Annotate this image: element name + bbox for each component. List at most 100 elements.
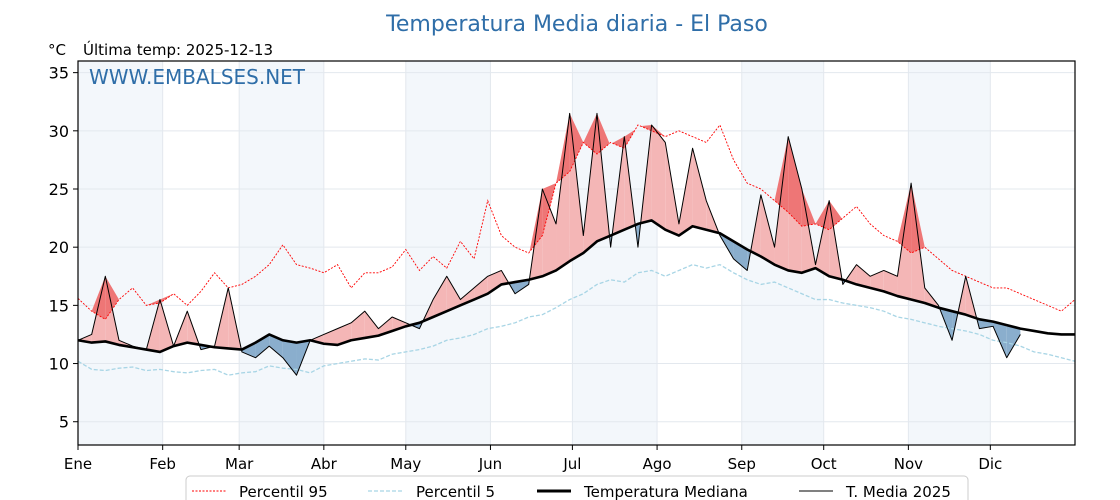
point-percentil-95-47 <box>719 124 720 125</box>
point-temperatura-mediana-26 <box>432 316 433 317</box>
point-t-media-2025-69 <box>1020 334 1021 335</box>
point-temperatura-mediana-59 <box>883 291 884 292</box>
above-p95-fill-33-1 <box>529 189 543 253</box>
point-percentil-5-5 <box>146 370 147 371</box>
point-percentil-95-27 <box>446 268 447 269</box>
point-t-media-2025-5 <box>146 349 147 350</box>
point-temperatura-mediana-66 <box>979 319 980 320</box>
point-t-media-2025-23 <box>392 316 393 317</box>
point-percentil-5-59 <box>883 311 884 312</box>
point-t-media-2025-43 <box>665 142 666 143</box>
point-percentil-5-25 <box>419 349 420 350</box>
point-percentil-5-60 <box>897 316 898 317</box>
above-median-fill-27-0 <box>446 276 461 312</box>
above-p95-fill-61-0 <box>911 183 925 253</box>
point-percentil-95-67 <box>992 287 993 288</box>
point-percentil-5-28 <box>460 337 461 338</box>
above-median-fill-42-0 <box>651 125 666 230</box>
point-percentil-5-35 <box>555 307 556 308</box>
point-temperatura-mediana-21 <box>364 337 365 338</box>
point-t-media-2025-28 <box>460 299 461 300</box>
ytick-label-25: 25 <box>49 180 69 199</box>
point-percentil-5-13 <box>255 371 256 372</box>
point-t-media-2025-19 <box>337 328 338 329</box>
point-temperatura-mediana-52 <box>788 270 789 271</box>
anomaly-fills <box>78 113 1021 376</box>
point-temperatura-mediana-9 <box>200 344 201 345</box>
point-temperatura-mediana-33 <box>528 279 529 280</box>
point-temperatura-mediana-50 <box>760 256 761 257</box>
point-percentil-5-18 <box>323 365 324 366</box>
point-percentil-5-67 <box>992 340 993 341</box>
point-t-media-2025-36 <box>569 113 570 114</box>
point-temperatura-mediana-2 <box>105 341 106 342</box>
point-t-media-2025-40 <box>624 136 625 137</box>
point-temperatura-mediana-28 <box>460 305 461 306</box>
point-percentil-95-4 <box>132 287 133 288</box>
point-temperatura-mediana-1 <box>91 342 92 343</box>
legend-p5-label: Percentil 5 <box>416 483 495 500</box>
above-median-fill-23-0 <box>392 317 406 331</box>
point-t-media-2025-38 <box>596 113 597 114</box>
legend-box <box>185 475 969 500</box>
xtick-label-nov: Nov <box>894 455 923 473</box>
point-t-media-2025-6 <box>159 299 160 300</box>
point-percentil-95-14 <box>269 264 270 265</box>
point-percentil-5-52 <box>788 287 789 288</box>
point-percentil-5-72 <box>1061 357 1062 358</box>
point-t-media-2025-21 <box>364 311 365 312</box>
xtick-label-feb: Feb <box>149 455 176 473</box>
point-percentil-95-42 <box>651 130 652 131</box>
below-median-fill-14-0 <box>269 334 283 358</box>
legend-median-label: Temperatura Mediana <box>583 483 748 500</box>
point-t-media-2025-53 <box>801 188 802 189</box>
point-t-media-2025-46 <box>706 200 707 201</box>
above-median-fill-20-0 <box>351 311 365 341</box>
point-t-media-2025-54 <box>815 264 816 265</box>
point-t-media-2025-33 <box>528 284 529 285</box>
series-percentil-5 <box>77 263 1076 376</box>
point-percentil-95-10 <box>214 272 215 273</box>
point-percentil-95-15 <box>282 244 283 245</box>
point-percentil-95-24 <box>405 249 406 250</box>
point-t-media-2025-37 <box>583 235 584 236</box>
point-percentil-95-36 <box>569 171 570 172</box>
point-percentil-5-50 <box>760 284 761 285</box>
series-lines <box>77 112 1076 376</box>
point-t-media-2025-68 <box>1006 357 1007 358</box>
point-temperatura-mediana-51 <box>774 264 775 265</box>
below-median-fill-15-0 <box>282 340 297 376</box>
point-t-media-2025-20 <box>351 322 352 323</box>
point-temperatura-mediana-23 <box>392 330 393 331</box>
point-temperatura-mediana-22 <box>378 335 379 336</box>
month-band-nov <box>908 61 991 445</box>
point-percentil-5-57 <box>856 305 857 306</box>
point-percentil-95-71 <box>1047 305 1048 306</box>
point-temperatura-mediana-31 <box>501 284 502 285</box>
xtick-label-dic: Dic <box>978 455 1002 473</box>
point-percentil-5-24 <box>405 351 406 352</box>
point-t-media-2025-59 <box>883 270 884 271</box>
point-percentil-95-5 <box>146 305 147 306</box>
point-temperatura-mediana-36 <box>569 261 570 262</box>
point-temperatura-mediana-39 <box>610 235 611 236</box>
point-percentil-5-65 <box>965 330 966 331</box>
point-t-media-2025-49 <box>747 270 748 271</box>
point-percentil-95-70 <box>1033 299 1034 300</box>
point-percentil-5-20 <box>351 361 352 362</box>
point-temperatura-mediana-49 <box>747 249 748 250</box>
point-percentil-95-63 <box>938 258 939 259</box>
above-p95-fill-5-0 <box>146 299 160 306</box>
point-percentil-5-12 <box>241 372 242 373</box>
point-percentil-5-69 <box>1020 345 1021 346</box>
point-percentil-5-10 <box>214 369 215 370</box>
point-percentil-95-41 <box>637 124 638 125</box>
above-p95-fill-1-0 <box>91 276 106 320</box>
xtick-label-jun: Jun <box>478 455 502 473</box>
point-percentil-5-11 <box>228 375 229 376</box>
point-temperatura-mediana-44 <box>678 235 679 236</box>
point-t-media-2025-25 <box>419 328 420 329</box>
point-temperatura-mediana-61 <box>911 299 912 300</box>
point-percentil-95-9 <box>200 291 201 292</box>
series-t-media-2025 <box>77 112 1021 376</box>
